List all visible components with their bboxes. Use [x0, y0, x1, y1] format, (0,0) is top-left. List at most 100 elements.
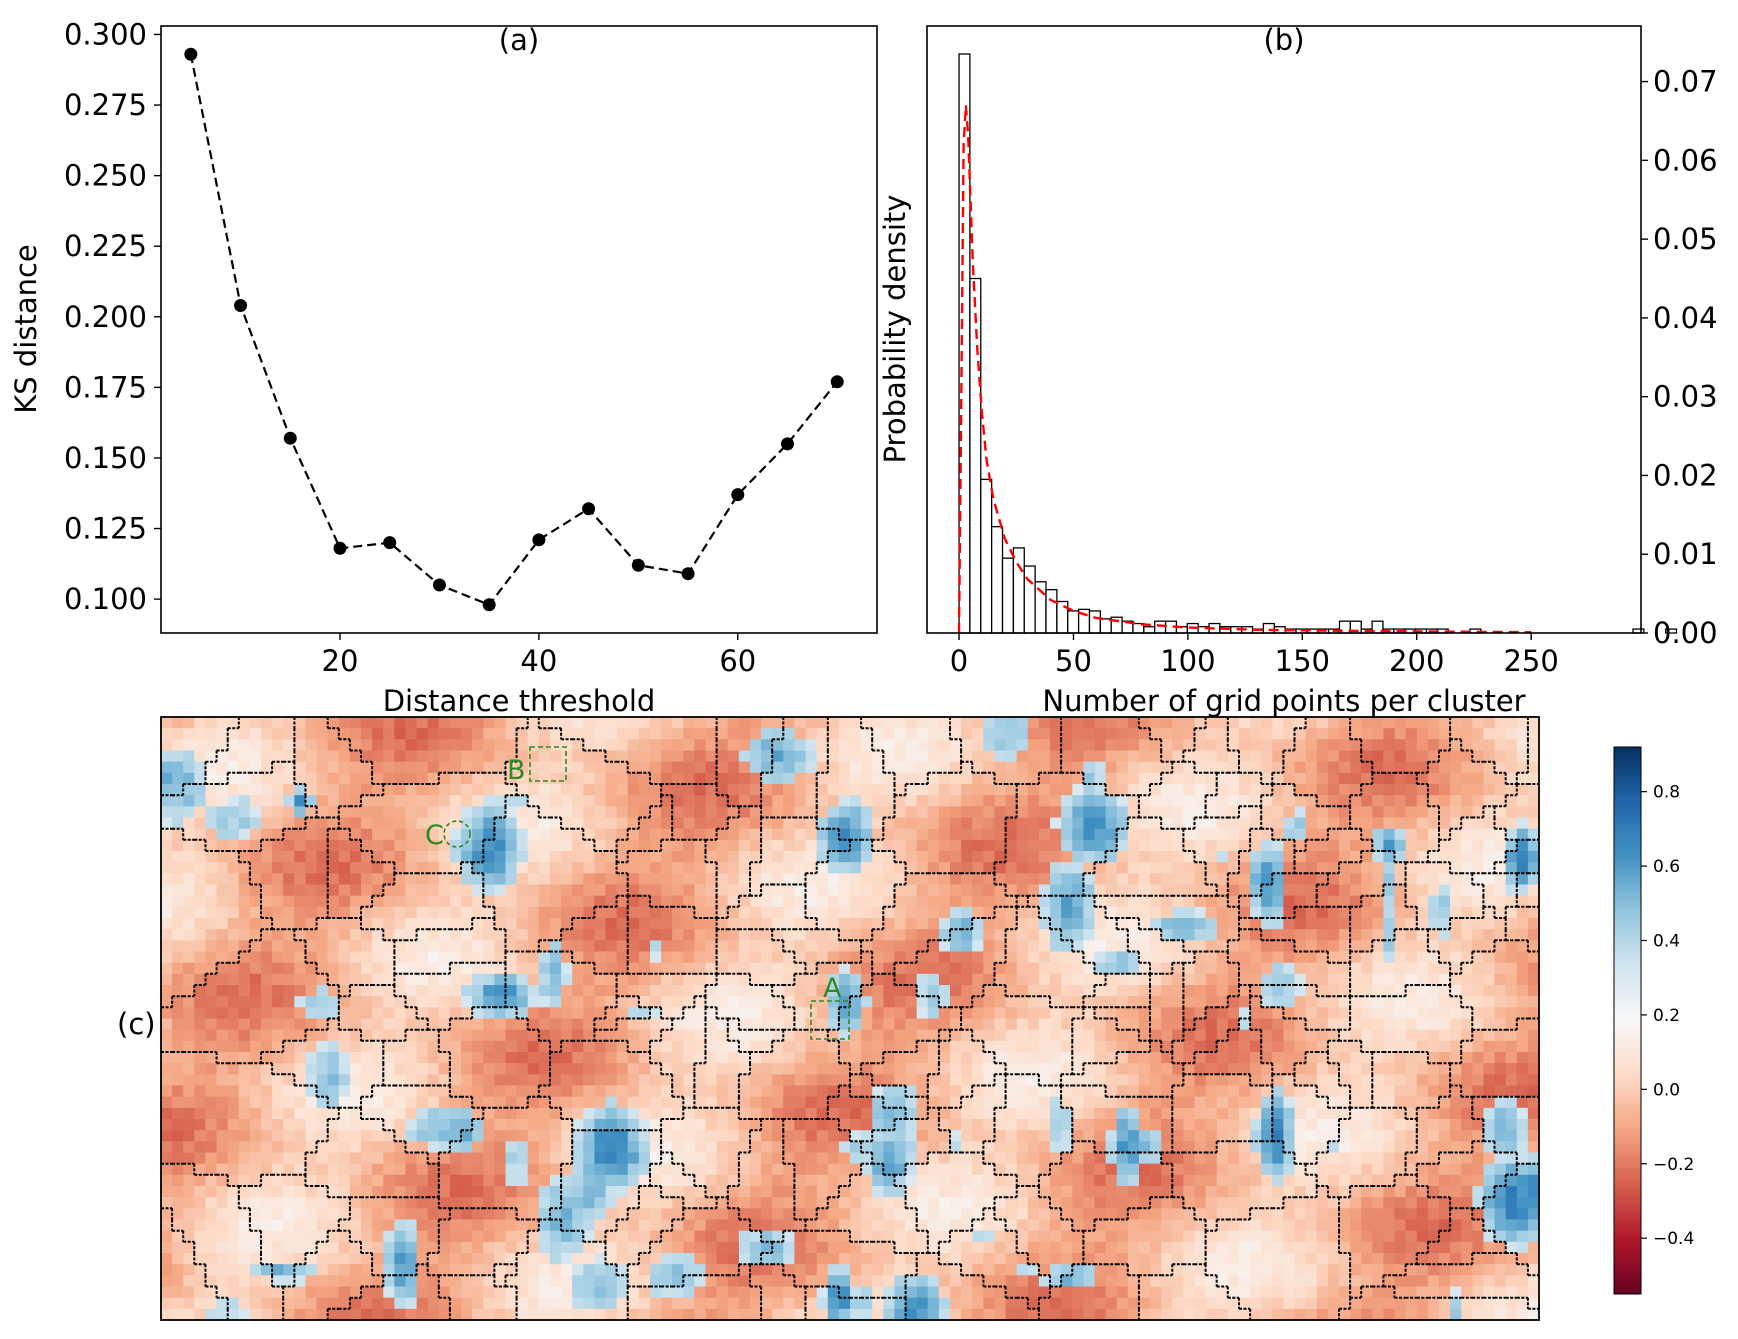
heatmap-cell — [1327, 784, 1340, 796]
heatmap-cell — [1316, 839, 1329, 852]
heatmap-cell — [661, 761, 673, 774]
heatmap-cell — [405, 940, 418, 953]
heatmap-cell — [1438, 784, 1451, 796]
heatmap-cell — [305, 795, 318, 807]
heatmap-cell — [583, 1085, 595, 1098]
heatmap-cell — [427, 1119, 440, 1131]
heatmap-cell — [449, 784, 462, 796]
heatmap-cell — [261, 1107, 273, 1120]
y-tick-label: 0.150 — [64, 441, 147, 475]
heatmap-cell — [305, 962, 318, 975]
heatmap-cell — [1105, 973, 1118, 986]
heatmap-cell — [438, 1018, 451, 1031]
heatmap-cell — [627, 1141, 640, 1154]
heatmap-cell — [961, 1085, 973, 1098]
heatmap-cell — [649, 1141, 662, 1154]
heatmap-cell — [983, 873, 996, 886]
heatmap-cell — [561, 929, 573, 941]
heatmap-cell — [538, 728, 551, 740]
heatmap-cell — [738, 1119, 751, 1131]
heatmap-cell — [527, 784, 540, 796]
heatmap-cell — [605, 1130, 618, 1142]
heatmap-cell — [449, 839, 462, 852]
heatmap-cell — [638, 739, 651, 752]
heatmap-cell — [561, 1074, 573, 1087]
heatmap-cell — [283, 817, 295, 830]
heatmap-cell — [605, 761, 618, 774]
heatmap-cell — [672, 906, 684, 919]
heatmap-cell — [961, 951, 973, 964]
heatmap-cell — [1227, 1007, 1240, 1020]
heatmap-cell — [972, 1119, 984, 1131]
heatmap-cell — [916, 1018, 929, 1031]
heatmap-cell — [594, 1007, 607, 1020]
heatmap-cell — [1450, 717, 1462, 729]
heatmap-cell — [461, 1007, 473, 1020]
heatmap-cell — [1183, 828, 1196, 841]
heatmap-cell — [1183, 1052, 1196, 1064]
heatmap-cell — [172, 828, 184, 841]
heatmap-cell — [1194, 828, 1207, 841]
heatmap-cell — [661, 862, 673, 874]
heatmap-cell — [538, 851, 551, 863]
heatmap-cell — [1416, 1018, 1429, 1031]
heatmap-cell — [1416, 1119, 1429, 1131]
heatmap-cell — [1027, 973, 1040, 986]
heatmap-cell — [1516, 1141, 1529, 1154]
heatmap-cell — [238, 772, 251, 785]
heatmap-cell — [972, 873, 984, 886]
heatmap-cell — [983, 717, 996, 729]
heatmap-cell — [1505, 996, 1518, 1008]
heatmap-cell — [1405, 1074, 1418, 1087]
heatmap-cell — [349, 1141, 362, 1154]
heatmap-cell — [1272, 940, 1284, 953]
heatmap-cell — [649, 739, 662, 752]
heatmap-cell — [1461, 1040, 1473, 1053]
heatmap-cell — [316, 1096, 329, 1109]
heatmap-cell — [405, 1074, 418, 1087]
heatmap-cell — [505, 784, 518, 796]
heatmap-cell — [1427, 784, 1440, 796]
heatmap-cell — [516, 1119, 529, 1131]
heatmap-cell — [1038, 862, 1051, 874]
heatmap-cell — [216, 761, 229, 774]
heatmap-cell — [772, 929, 784, 941]
heatmap-cell — [1216, 1007, 1229, 1020]
heatmap-cell — [661, 873, 673, 886]
heatmap-cell — [827, 1040, 840, 1053]
fitted-density-curve — [957, 105, 1532, 634]
heatmap-cell — [516, 761, 529, 774]
heatmap-cell — [761, 839, 773, 852]
heatmap-cell — [805, 828, 818, 841]
heatmap-cell — [861, 862, 873, 874]
heatmap-cell — [672, 962, 684, 975]
heatmap-cell — [749, 739, 762, 752]
heatmap-cell — [1338, 1063, 1351, 1075]
heatmap-cell — [1205, 1119, 1218, 1131]
heatmap-cell — [1272, 817, 1284, 830]
heatmap-cell — [1094, 728, 1107, 740]
heatmap-cell — [449, 862, 462, 874]
heatmap-cell — [261, 806, 273, 819]
heatmap-cell — [327, 828, 340, 841]
heatmap-cell — [794, 739, 807, 752]
heatmap-cell — [438, 1107, 451, 1120]
heatmap-cell — [961, 1119, 973, 1131]
heatmap-cell — [1505, 728, 1518, 740]
heatmap-cell — [972, 851, 984, 863]
heatmap-cell — [638, 918, 651, 930]
heatmap-cell — [1505, 940, 1518, 953]
heatmap-cell — [305, 806, 318, 819]
heatmap-cell — [1450, 817, 1462, 830]
heatmap-cell — [561, 1029, 573, 1042]
heatmap-cell — [572, 1018, 584, 1031]
heatmap-cell — [1361, 1096, 1373, 1109]
heatmap-cell — [405, 728, 418, 740]
heatmap-cell — [338, 784, 351, 796]
heatmap-cell — [594, 761, 607, 774]
heatmap-cell — [661, 1085, 673, 1098]
heatmap-cell — [172, 1119, 184, 1131]
heatmap-cell — [850, 1007, 862, 1020]
heatmap-cell — [538, 1130, 551, 1142]
heatmap-cell — [950, 717, 962, 729]
